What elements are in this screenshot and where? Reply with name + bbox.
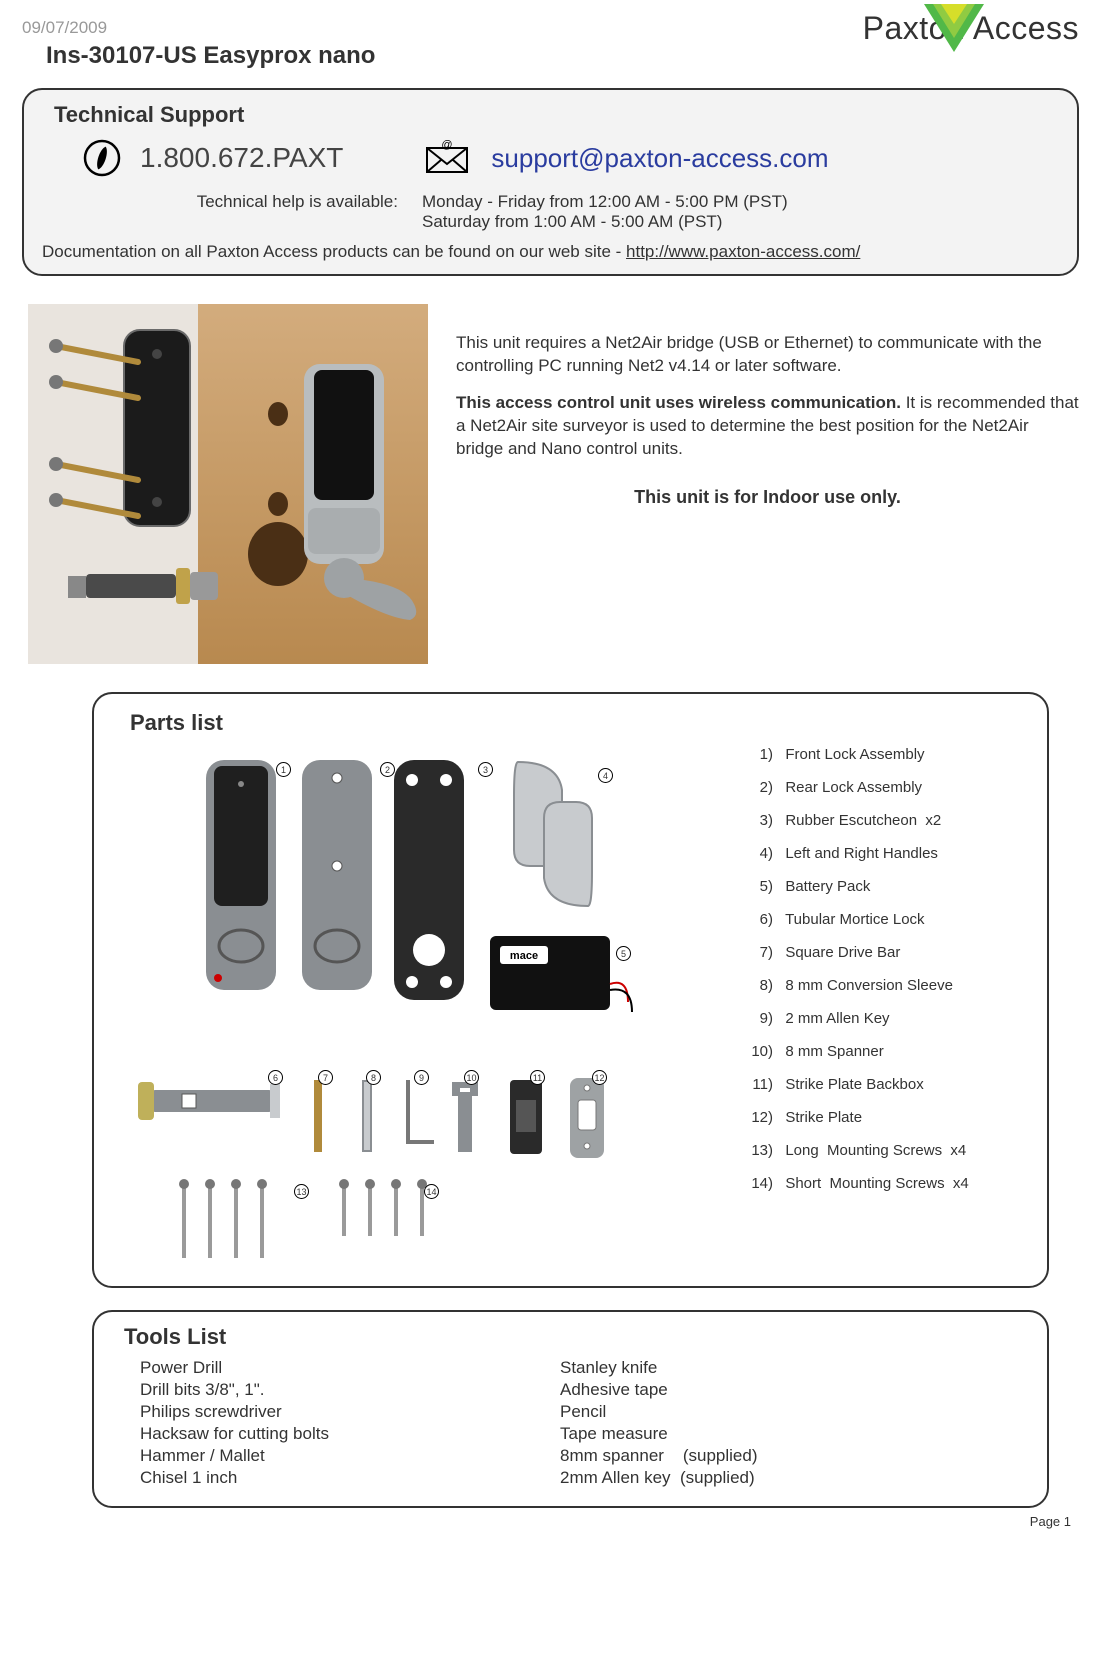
tools-item: 8mm spanner (supplied) (560, 1446, 980, 1466)
support-title: Technical Support (54, 102, 1059, 128)
tools-list-box: Tools List Power DrillDrill bits 3/8", 1… (92, 1310, 1049, 1508)
technical-support-box: Technical Support 1.800.672.PAXT @ suppo… (22, 88, 1079, 276)
parts-list-item: 4) Left and Right Handles (743, 845, 1023, 862)
diagram-callout: 2 (380, 762, 395, 777)
tools-item: Stanley knife (560, 1358, 980, 1378)
indoor-use-note: This unit is for Indoor use only. (456, 485, 1079, 509)
diagram-callout: 9 (414, 1070, 429, 1085)
tools-item: Philips screwdriver (140, 1402, 560, 1422)
parts-list-item: 13) Long Mounting Screws x4 (743, 1142, 1023, 1159)
availability-label: Technical help is available: (42, 192, 422, 232)
diagram-callout: 5 (616, 946, 631, 961)
parts-list-item: 10) 8 mm Spanner (743, 1043, 1023, 1060)
parts-diagram: mace (118, 746, 723, 1266)
svg-text:mace: mace (510, 950, 538, 962)
tools-item: Hammer / Mallet (140, 1446, 560, 1466)
tools-column-1: Power DrillDrill bits 3/8", 1".Philips s… (140, 1358, 560, 1490)
diagram-callout: 1 (276, 762, 291, 777)
tools-item: 2mm Allen key (supplied) (560, 1468, 980, 1488)
diagram-callout: 7 (318, 1070, 333, 1085)
info-column: This unit requires a Net2Air bridge (USB… (456, 304, 1079, 664)
parts-list-item: 1) Front Lock Assembly (743, 746, 1023, 763)
support-phone: 1.800.672.PAXT (140, 142, 343, 174)
documentation-note: Documentation on all Paxton Access produ… (42, 242, 1059, 262)
availability-line-1: Monday - Friday from 12:00 AM - 5:00 PM … (422, 192, 788, 212)
svg-text:@: @ (442, 139, 453, 151)
page-number: Page 1 (22, 1514, 1079, 1529)
diagram-callout: 3 (478, 762, 493, 777)
documentation-link[interactable]: http://www.paxton-access.com/ (626, 242, 860, 261)
parts-list: 1) Front Lock Assembly 2) Rear Lock Assem… (743, 746, 1023, 1266)
diagram-callout: 13 (294, 1184, 309, 1199)
parts-list-item: 12) Strike Plate (743, 1109, 1023, 1126)
diagram-callout: 14 (424, 1184, 439, 1199)
product-photo (28, 304, 428, 664)
diagram-callout: 6 (268, 1070, 283, 1085)
tools-item: Drill bits 3/8", 1". (140, 1380, 560, 1400)
tools-item: Tape measure (560, 1424, 980, 1444)
diagram-callout: 8 (366, 1070, 381, 1085)
parts-list-item: 9) 2 mm Allen Key (743, 1010, 1023, 1027)
diagram-callout: 12 (592, 1070, 607, 1085)
parts-list-title: Parts list (130, 710, 1023, 736)
parts-list-item: 8) 8 mm Conversion Sleeve (743, 977, 1023, 994)
parts-list-item: 11) Strike Plate Backbox (743, 1076, 1023, 1093)
brand-mark-icon (919, 2, 989, 58)
phone-icon (82, 138, 122, 178)
tools-item: Power Drill (140, 1358, 560, 1378)
parts-list-item: 3) Rubber Escutcheon x2 (743, 812, 1023, 829)
parts-list-item: 5) Battery Pack (743, 878, 1023, 895)
support-email[interactable]: support@paxton-access.com (491, 143, 828, 174)
availability-line-2: Saturday from 1:00 AM - 5:00 AM (PST) (422, 212, 788, 232)
info-paragraph-1: This unit requires a Net2Air bridge (USB… (456, 332, 1079, 378)
tools-item: Hacksaw for cutting bolts (140, 1424, 560, 1444)
email-icon: @ (421, 138, 473, 178)
parts-list-item: 14) Short Mounting Screws x4 (743, 1175, 1023, 1192)
parts-list-box: Parts list (92, 692, 1049, 1288)
info-paragraph-2: This access control unit uses wireless c… (456, 392, 1079, 461)
tools-item: Pencil (560, 1402, 980, 1422)
tools-item: Chisel 1 inch (140, 1468, 560, 1488)
tools-column-2: Stanley knifeAdhesive tapePencilTape mea… (560, 1358, 980, 1490)
diagram-callout: 11 (530, 1070, 545, 1085)
parts-list-item: 6) Tubular Mortice Lock (743, 911, 1023, 928)
tools-item: Adhesive tape (560, 1380, 980, 1400)
diagram-callout: 10 (464, 1070, 479, 1085)
parts-list-item: 2) Rear Lock Assembly (743, 779, 1023, 796)
tools-list-title: Tools List (124, 1324, 1023, 1350)
parts-list-item: 7) Square Drive Bar (743, 944, 1023, 961)
diagram-callout: 4 (598, 768, 613, 783)
brand-logo: Paxton Access (863, 10, 1079, 47)
